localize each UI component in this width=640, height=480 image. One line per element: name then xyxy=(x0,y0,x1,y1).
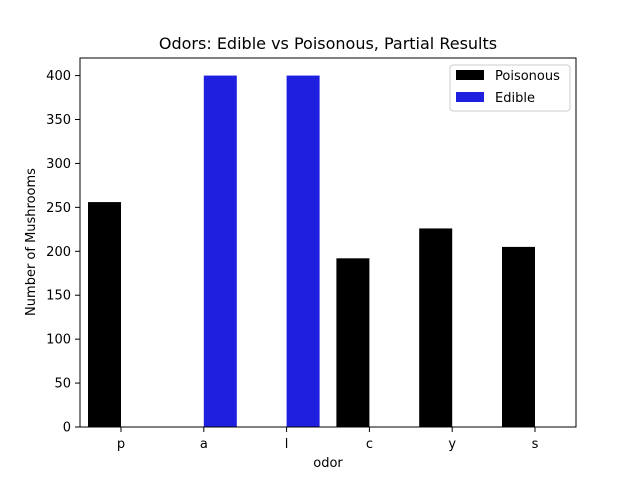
bar-edible-a xyxy=(203,75,237,428)
bar-poisonous-p xyxy=(88,202,121,427)
y-tick-label: 0 xyxy=(63,421,71,436)
legend-label-edible: Edible xyxy=(495,91,535,106)
y-tick-label: 250 xyxy=(46,201,71,216)
legend-label-poisonous: Poisonous xyxy=(495,69,560,84)
chart-title: Odors: Edible vs Poisonous, Partial Resu… xyxy=(159,34,497,53)
x-tick-label: y xyxy=(448,437,456,452)
bars-group xyxy=(88,75,535,428)
bar-edible-l xyxy=(286,75,320,428)
y-axis: 0 50 100 150 200 250 300 350 400 xyxy=(46,69,80,436)
plot-frame xyxy=(79,57,577,428)
x-tick-label: a xyxy=(200,437,208,452)
y-tick-label: 150 xyxy=(46,289,71,304)
y-tick-label: 100 xyxy=(46,333,71,348)
bar-poisonous-c xyxy=(336,258,370,427)
bar-poisonous-s xyxy=(502,246,535,427)
x-axis-label: odor xyxy=(313,456,343,471)
y-axis-label: Number of Mushrooms xyxy=(24,168,39,316)
y-tick-label: 300 xyxy=(46,157,71,172)
y-tick-label: 200 xyxy=(46,245,71,260)
y-tick-label: 350 xyxy=(46,113,71,128)
y-tick-label: 400 xyxy=(46,69,71,84)
bar-poisonous-y xyxy=(419,228,453,427)
x-tick-label: l xyxy=(285,437,289,452)
x-tick-label: p xyxy=(117,437,125,452)
legend-swatch-edible xyxy=(456,92,484,102)
x-tick-label: c xyxy=(366,437,373,452)
x-tick-label: s xyxy=(532,437,539,452)
legend: Poisonous Edible xyxy=(449,64,571,112)
y-tick-label: 50 xyxy=(54,377,71,392)
legend-swatch-poisonous xyxy=(456,70,484,80)
